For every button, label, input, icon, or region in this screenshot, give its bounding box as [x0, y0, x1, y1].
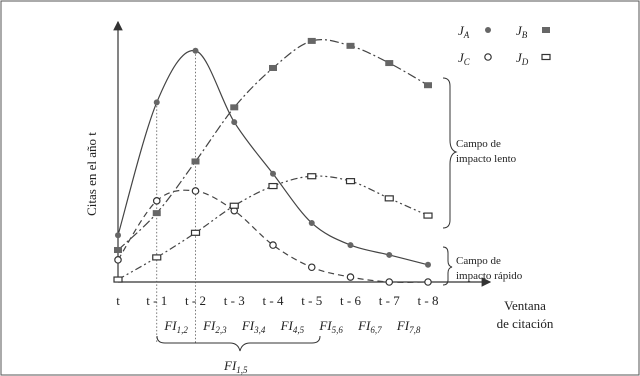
data-point-j-d: [345, 178, 356, 185]
x-tick-label: t - 6: [340, 293, 361, 308]
fast-field-brace: [442, 246, 453, 286]
fi-label: FI7,8: [396, 318, 421, 335]
series-line-j-c: [117, 189, 429, 283]
data-point-j-a: [386, 251, 393, 258]
legend-label-j-d: JD: [516, 50, 529, 67]
data-point-j-a: [347, 242, 354, 249]
x-tick-label: t - 7: [379, 293, 400, 308]
legend-marker-j-b: [542, 27, 550, 33]
series-layer: [113, 37, 433, 286]
data-point-j-a: [153, 99, 160, 106]
data-point-j-d: [190, 229, 201, 236]
data-point-j-d: [152, 254, 162, 261]
series-line-j-a: [117, 50, 429, 266]
data-point-j-b: [424, 82, 432, 89]
data-point-j-b: [152, 210, 161, 217]
data-point-j-d: [229, 202, 239, 209]
x-tick-label: t - 8: [418, 293, 439, 308]
data-point-j-a: [231, 119, 238, 126]
slow-field-label-line2: impacto lento: [456, 153, 517, 165]
x-tick-label: t - 1: [146, 293, 167, 308]
data-point-j-c: [307, 263, 316, 272]
data-point-j-b: [114, 247, 122, 254]
x-tick-label: t - 3: [224, 293, 245, 308]
data-point-j-b: [191, 158, 200, 165]
data-point-j-d: [307, 173, 317, 180]
data-point-j-a: [192, 47, 199, 54]
data-point-j-b: [230, 104, 239, 111]
fi-group-label: FI1,5: [223, 358, 248, 375]
data-point-j-a: [270, 170, 276, 177]
data-point-j-c: [114, 256, 122, 264]
vertical-guide-lines: [156, 50, 196, 343]
x-axis-label-line1: Ventana: [504, 298, 546, 313]
data-point-j-c: [385, 278, 394, 286]
data-point-j-b: [346, 42, 355, 49]
legend-label-j-c: JC: [458, 50, 471, 67]
legend-label-j-a: JA: [458, 23, 470, 40]
data-point-j-b: [269, 64, 277, 71]
legend-marker-j-d: [541, 53, 551, 61]
data-point-j-d: [113, 276, 123, 283]
x-axis-label-line2: de citación: [497, 316, 554, 331]
fi-label: FI1,2: [163, 318, 188, 335]
data-point-j-c: [152, 197, 161, 205]
series-line-j-d: [117, 175, 429, 281]
data-point-j-c: [346, 273, 355, 281]
data-point-j-b: [307, 37, 316, 44]
data-point-j-c: [269, 241, 277, 249]
x-tick-label: t - 4: [263, 293, 284, 308]
fi-label: FI4,5: [280, 318, 305, 335]
data-point-j-a: [425, 261, 431, 268]
data-point-j-a: [115, 232, 121, 239]
data-point-j-d: [268, 182, 278, 190]
data-point-j-d: [423, 212, 433, 219]
data-point-j-c: [424, 278, 432, 286]
data-point-j-d: [384, 195, 394, 202]
series-line-j-b: [117, 39, 429, 251]
data-point-j-b: [385, 60, 394, 67]
slow-field-label-line1: Campo de: [456, 138, 501, 150]
fi-labels: FI1,2 FI2,3 FI3,4 FI4,5 FI5,6 FI6,7 FI7,8: [163, 318, 421, 335]
legend: JA JB JC JD: [458, 23, 551, 67]
fi-label: FI3,4: [241, 318, 266, 335]
fast-field-label-line1: Campo de: [456, 255, 501, 267]
legend-marker-j-a: [485, 27, 491, 33]
fast-field-label-line2: impacto rápido: [456, 270, 523, 282]
slow-field-brace: [442, 77, 458, 229]
fi-label: FI5,6: [318, 318, 343, 335]
legend-label-j-b: JB: [516, 23, 528, 40]
legend-marker-j-c: [484, 53, 492, 61]
data-point-j-c: [191, 187, 200, 195]
x-tick-label: t - 5: [301, 293, 322, 308]
data-point-j-a: [308, 219, 315, 226]
fi-label: FI2,3: [202, 318, 227, 335]
x-tick-label: t: [116, 293, 120, 308]
fi-group-brace: [156, 335, 321, 352]
y-axis-label: Citas en el año t: [84, 132, 99, 216]
fi-label: FI6,7: [357, 318, 382, 335]
